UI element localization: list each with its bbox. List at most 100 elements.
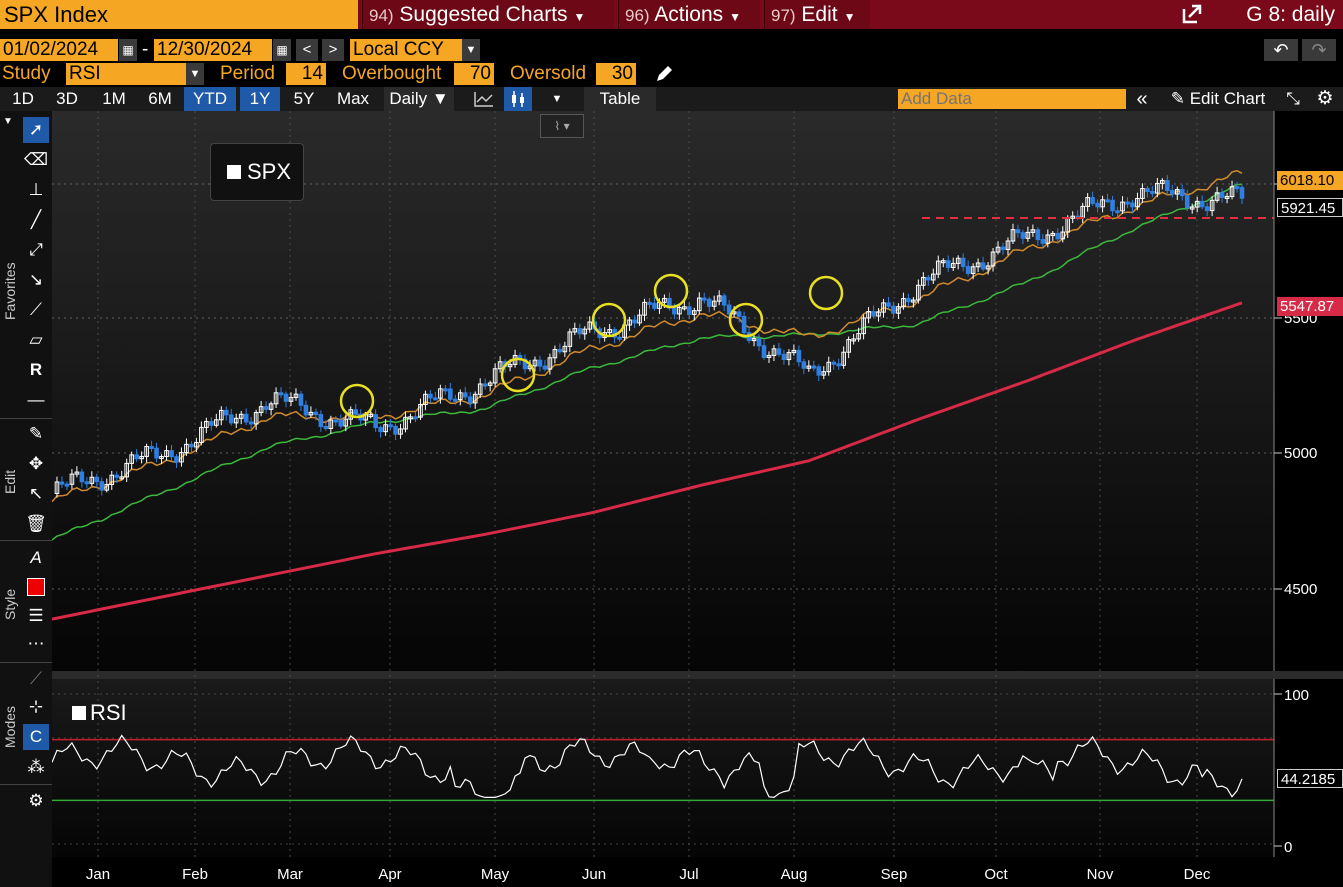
retracement-icon[interactable]: R (29, 360, 43, 379)
period-6m[interactable]: 6M (148, 89, 172, 108)
period-1m[interactable]: 1M (102, 89, 126, 108)
month-label: May (481, 866, 510, 883)
channel-icon[interactable]: ▱ (29, 330, 43, 349)
candle-body (104, 483, 110, 491)
collapse-triangle-icon[interactable]: ▼ (3, 116, 13, 127)
period-1y[interactable]: 1Y (240, 87, 280, 111)
move-icon[interactable]: ✥ (28, 454, 44, 473)
legend-swatch (72, 706, 86, 720)
edit-chart-button[interactable]: ✎ Edit Chart (1160, 87, 1276, 111)
spx-legend[interactable]: SPX (210, 143, 304, 201)
palette-icon[interactable]: ⁂ (27, 757, 45, 776)
line-style-icon[interactable]: ⋯ (27, 634, 45, 653)
add-data-input[interactable] (898, 89, 1126, 109)
line-weight-icon[interactable]: ☰ (28, 606, 44, 625)
chevron-down-icon[interactable]: ▼ (186, 63, 204, 85)
start-date-field[interactable]: 01/02/2024 (0, 39, 118, 61)
period-3d[interactable]: 3D (56, 89, 78, 108)
ticker-field[interactable]: SPX Index (0, 0, 358, 29)
candlestick-icon[interactable] (504, 87, 532, 111)
brush-icon[interactable]: ✎ (28, 424, 44, 443)
section-style: Style (2, 588, 18, 620)
undo-icon[interactable]: ↶ (1264, 39, 1298, 61)
actions-menu[interactable]: 96) Actions ▼ (618, 0, 760, 29)
magnet-icon[interactable]: C (23, 724, 49, 750)
candle-body (617, 336, 622, 340)
currency-select[interactable]: Local CCY (350, 39, 462, 61)
y-tick-label: 5000 (1284, 445, 1317, 462)
horizontal-line-icon[interactable]: — (27, 390, 45, 409)
rsi-legend[interactable]: RSI (60, 700, 127, 726)
candle-body (537, 359, 543, 367)
end-date-field[interactable]: 12/30/2024 (154, 39, 272, 61)
study-select[interactable]: RSI (66, 63, 186, 85)
candle-body (711, 300, 717, 307)
chart-type-mini-icon[interactable]: ⌇ ▾ (540, 114, 584, 138)
chevron-down-icon: ▼ (729, 10, 742, 24)
candle-body (652, 302, 657, 309)
calendar-icon[interactable]: ▦ (273, 39, 291, 61)
ma-short-price-tag: 6018.10 (1277, 171, 1343, 190)
ma-long-price-tag: 5547.87 (1277, 297, 1343, 316)
arrow-icon[interactable]: ↘ (28, 270, 44, 289)
trendline-icon[interactable]: ╱ (30, 210, 42, 229)
redo-icon[interactable]: ↷ (1302, 39, 1336, 61)
table-button[interactable]: Table (584, 87, 656, 111)
pencil-icon[interactable] (654, 64, 674, 84)
candle-body (1090, 197, 1095, 204)
candle-body (1219, 192, 1225, 198)
menu-label: Actions (654, 3, 724, 26)
period-ytd[interactable]: YTD (184, 87, 236, 111)
pin-icon[interactable]: ⊹ (28, 697, 44, 716)
period-max[interactable]: Max (336, 89, 370, 108)
prev-arrow-icon[interactable]: < (296, 39, 318, 61)
cursor-icon[interactable]: ➚ (23, 117, 49, 143)
collapse-icon[interactable]: « (1136, 88, 1148, 110)
oversold-field[interactable]: 30 (596, 63, 636, 85)
section-modes: Modes (2, 706, 18, 748)
candle-body (607, 329, 612, 334)
period-5y[interactable]: 5Y (293, 89, 315, 108)
candle-body (318, 414, 324, 427)
chevron-down-icon[interactable]: ▼ (462, 39, 480, 61)
candle-body (453, 398, 458, 402)
trash-icon[interactable]: 🗑 (25, 514, 47, 533)
edit-menu[interactable]: 97) Edit ▼ (764, 0, 870, 29)
period-field[interactable]: 14 (286, 63, 326, 85)
settings-gear-icon[interactable]: ⚙ (28, 791, 44, 810)
eraser-icon[interactable]: ⌫ (23, 150, 49, 169)
ray-icon[interactable]: ⤢ (29, 240, 43, 259)
candle-body (238, 413, 244, 419)
candle-body (278, 392, 284, 396)
select-icon[interactable]: ↖ (28, 484, 44, 503)
crosshair-icon[interactable]: ⊥ (28, 180, 44, 199)
candle-body (547, 357, 553, 370)
suggested-charts-menu[interactable]: 94) Suggested Charts ▼ (362, 0, 614, 29)
candle-body (223, 409, 229, 416)
extended-line-icon[interactable]: ⟋ (30, 300, 42, 319)
calendar-icon[interactable]: ▦ (119, 39, 137, 61)
ma-20-path (52, 169, 1243, 503)
frequency-select[interactable]: Daily ▼ (384, 87, 454, 111)
period-1d[interactable]: 1D (12, 89, 34, 108)
candle-body (577, 328, 583, 335)
candle-body (791, 349, 797, 354)
price-chart[interactable]: 5000 4500 5500 100 0 Jan Feb Mar Apr May Jun J… (52, 111, 1343, 887)
candle-body (980, 262, 986, 270)
next-arrow-icon[interactable]: > (322, 39, 344, 61)
ruler-icon[interactable]: ⟋ (30, 669, 42, 688)
export-icon[interactable] (1181, 3, 1203, 25)
text-icon[interactable]: A (30, 548, 42, 567)
overbought-field[interactable]: 70 (454, 63, 494, 85)
candle-body (572, 328, 578, 333)
candle-body (1184, 195, 1190, 209)
gear-icon[interactable]: ⚙ (1316, 88, 1334, 109)
chevron-down-icon[interactable]: ▼ (551, 93, 563, 105)
candle-body (771, 348, 777, 356)
candle-body (482, 383, 488, 387)
color-swatch-icon[interactable] (23, 573, 49, 599)
candle-body (692, 310, 697, 315)
panel-splitter[interactable] (52, 671, 1343, 679)
resize-icon[interactable]: ⤡ (1286, 89, 1300, 108)
line-chart-icon[interactable] (470, 87, 498, 111)
